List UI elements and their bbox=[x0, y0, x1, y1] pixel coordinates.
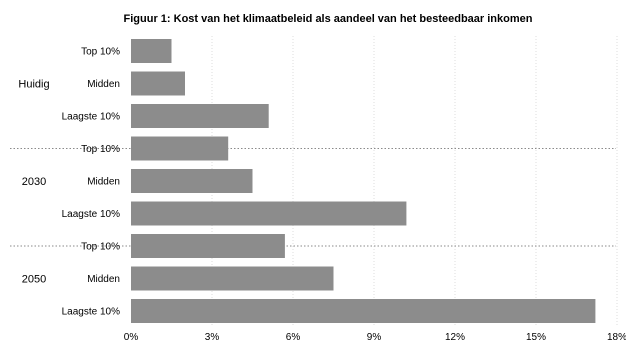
category-label: Laagste 10% bbox=[62, 112, 120, 123]
group-label: 2050 bbox=[22, 274, 46, 286]
group-label: Huidig bbox=[18, 79, 49, 91]
category-label: Midden bbox=[87, 274, 120, 285]
bar bbox=[131, 169, 253, 193]
bar bbox=[131, 39, 172, 63]
bars bbox=[131, 39, 596, 323]
group-separators bbox=[10, 148, 616, 247]
x-tick-label: 9% bbox=[367, 332, 382, 341]
bar bbox=[131, 299, 596, 323]
bar bbox=[131, 234, 285, 258]
category-label: Laagste 10% bbox=[62, 307, 120, 318]
x-tick-label: 6% bbox=[286, 332, 301, 341]
x-tick-label: 15% bbox=[526, 332, 546, 341]
category-label: Midden bbox=[87, 177, 120, 188]
x-tick-label: 3% bbox=[205, 332, 220, 341]
category-label: Top 10% bbox=[81, 144, 120, 155]
chart-title: Figuur 1: Kost van het klimaatbeleid als… bbox=[124, 13, 533, 25]
category-label: Top 10% bbox=[81, 242, 120, 253]
x-tick-label: 0% bbox=[124, 332, 139, 341]
bar bbox=[131, 201, 407, 226]
category-label: Midden bbox=[87, 79, 120, 90]
category-label: Top 10% bbox=[81, 47, 120, 58]
bar bbox=[131, 71, 185, 96]
group-label: 2030 bbox=[22, 176, 46, 188]
x-tick-label: 12% bbox=[445, 332, 465, 341]
bar bbox=[131, 266, 334, 291]
group-labels: Huidig 2030 2050 bbox=[18, 79, 49, 286]
category-label: Laagste 10% bbox=[62, 209, 120, 220]
bar bbox=[131, 136, 229, 161]
bar bbox=[131, 104, 269, 128]
category-labels: Top 10% Midden Laagste 10% Top 10% Midden Laa… bbox=[62, 47, 120, 318]
x-tick-label: 18% bbox=[607, 332, 626, 341]
x-axis-ticks: 0% 3% 6% 9% 12% 15% 18% bbox=[124, 332, 626, 341]
